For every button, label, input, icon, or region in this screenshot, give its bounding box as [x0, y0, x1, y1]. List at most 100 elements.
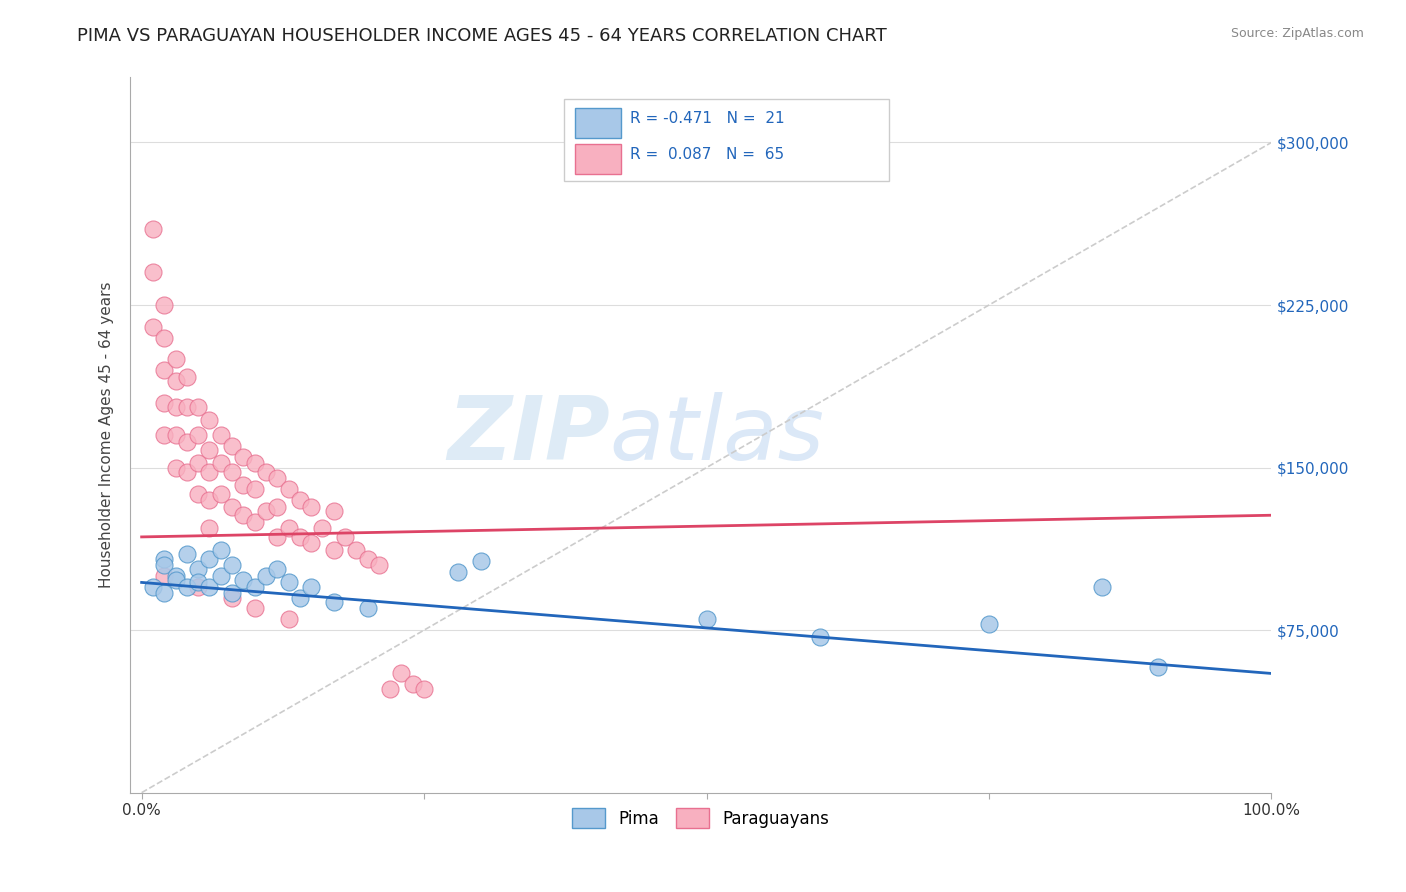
Point — [808, 630, 831, 644]
Point — [187, 400, 209, 414]
Point — [402, 677, 425, 691]
Point — [977, 616, 1000, 631]
Point — [165, 374, 187, 388]
Point — [198, 521, 221, 535]
Point — [153, 551, 176, 566]
Point — [232, 574, 254, 588]
Point — [187, 575, 209, 590]
Text: ZIP: ZIP — [447, 392, 610, 478]
Text: R = -0.471   N =  21: R = -0.471 N = 21 — [630, 112, 785, 127]
Point — [266, 530, 288, 544]
Point — [380, 681, 402, 696]
Point — [176, 465, 198, 479]
Point — [243, 482, 266, 496]
Point — [209, 428, 232, 442]
Point — [254, 569, 277, 583]
Point — [209, 569, 232, 583]
Point — [209, 486, 232, 500]
Point — [232, 508, 254, 523]
Point — [153, 298, 176, 312]
Point — [221, 465, 243, 479]
Point — [333, 530, 356, 544]
Point — [1147, 660, 1170, 674]
Point — [187, 562, 209, 576]
Text: atlas: atlas — [610, 392, 824, 478]
Point — [153, 428, 176, 442]
Point — [176, 580, 198, 594]
Point — [447, 565, 470, 579]
Point — [176, 369, 198, 384]
Point — [266, 500, 288, 514]
Point — [153, 395, 176, 409]
Point — [221, 439, 243, 453]
Point — [413, 681, 436, 696]
Point — [288, 530, 311, 544]
Point — [221, 500, 243, 514]
FancyBboxPatch shape — [564, 99, 889, 181]
Point — [176, 400, 198, 414]
Point — [209, 542, 232, 557]
Text: Source: ZipAtlas.com: Source: ZipAtlas.com — [1230, 27, 1364, 40]
Point — [142, 319, 165, 334]
Point — [153, 569, 176, 583]
Point — [209, 456, 232, 470]
Point — [367, 558, 389, 573]
Point — [165, 569, 187, 583]
Bar — [575, 108, 621, 138]
Point — [165, 428, 187, 442]
Point — [243, 601, 266, 615]
Point — [243, 456, 266, 470]
Point — [322, 595, 344, 609]
Point — [696, 612, 718, 626]
Point — [266, 562, 288, 576]
Point — [356, 551, 378, 566]
Point — [176, 434, 198, 449]
Point — [153, 330, 176, 344]
Point — [277, 612, 299, 626]
Point — [288, 591, 311, 605]
Point — [311, 521, 333, 535]
Point — [299, 580, 322, 594]
Point — [187, 428, 209, 442]
Point — [142, 580, 165, 594]
Point — [198, 465, 221, 479]
Point — [254, 504, 277, 518]
Point — [221, 586, 243, 600]
Text: PIMA VS PARAGUAYAN HOUSEHOLDER INCOME AGES 45 - 64 YEARS CORRELATION CHART: PIMA VS PARAGUAYAN HOUSEHOLDER INCOME AG… — [77, 27, 887, 45]
Point — [198, 580, 221, 594]
Point — [277, 575, 299, 590]
Point — [142, 265, 165, 279]
Point — [344, 542, 367, 557]
Point — [277, 482, 299, 496]
Point — [198, 443, 221, 458]
Point — [198, 493, 221, 508]
Point — [243, 580, 266, 594]
Point — [243, 515, 266, 529]
Point — [153, 558, 176, 573]
Point — [187, 486, 209, 500]
Point — [176, 547, 198, 561]
Point — [322, 542, 344, 557]
Point — [153, 586, 176, 600]
Point — [391, 666, 413, 681]
Point — [266, 471, 288, 485]
Bar — [575, 144, 621, 174]
Point — [470, 554, 492, 568]
Point — [221, 558, 243, 573]
Text: R =  0.087   N =  65: R = 0.087 N = 65 — [630, 147, 785, 162]
Legend: Pima, Paraguayans: Pima, Paraguayans — [565, 802, 837, 834]
Point — [187, 456, 209, 470]
Point — [165, 460, 187, 475]
Point — [356, 601, 378, 615]
Point — [187, 580, 209, 594]
Point — [153, 363, 176, 377]
Point — [165, 574, 187, 588]
Point — [299, 500, 322, 514]
Point — [254, 465, 277, 479]
Point — [288, 493, 311, 508]
Point — [142, 222, 165, 236]
Point — [198, 551, 221, 566]
Point — [221, 591, 243, 605]
Y-axis label: Householder Income Ages 45 - 64 years: Householder Income Ages 45 - 64 years — [100, 282, 114, 589]
Point — [165, 400, 187, 414]
